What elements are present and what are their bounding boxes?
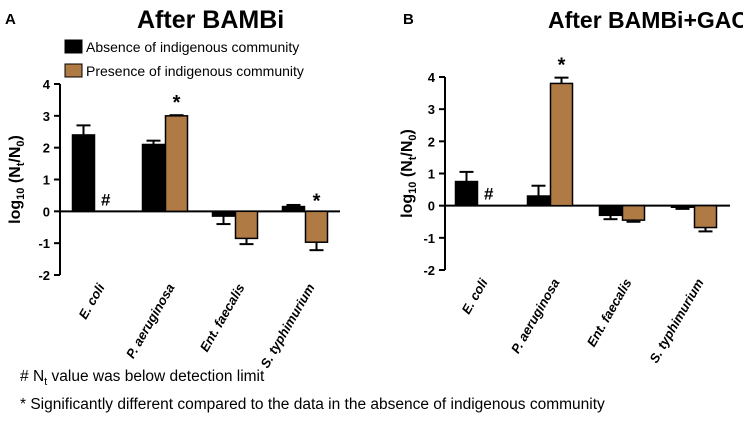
legend-label-presence: Presence of indigenous community [86, 63, 304, 79]
chart-title: After BAMBi [137, 6, 284, 34]
x-tick-label: S. typhimurium [646, 276, 707, 366]
y-axis-label: log10 (Nt/N0) [7, 135, 27, 224]
y-tick-label: 0 [428, 199, 435, 214]
bar-absence [71, 134, 96, 213]
legend-label-absence: Absence of indigenous community [86, 39, 299, 55]
bar-presence [164, 115, 189, 213]
footnote-significance: * Significantly different compared to th… [20, 396, 605, 413]
annotation-hash: # [484, 185, 494, 204]
y-tick-label: 4 [43, 77, 51, 92]
x-tick-label: S. typhimurium [257, 281, 318, 371]
annotation-star: * [173, 92, 181, 114]
chart-panel-b: B After BAMBi+GAC -2 -1 0 1 2 3 4 log10 (Nt/N0) E.… [399, 7, 743, 365]
chart-panel-a: A After BAMBi -2 -1 0 1 2 3 4 log10 (Nt/N0) E. col… [5, 6, 340, 370]
footnote-n-subscript: t [44, 376, 48, 389]
x-tick-label: P. aeruginosa [508, 276, 563, 356]
chart-title: After BAMBi+GAC [548, 7, 743, 33]
y-tick-label: 1 [428, 167, 435, 182]
footnote-detection-text: value was below detection limit [47, 368, 265, 385]
footnote-n: N [32, 368, 45, 385]
legend-swatch-presence [64, 63, 83, 78]
bar-absence [211, 210, 236, 217]
legend-swatch-absence [64, 39, 83, 54]
bar-presence [234, 210, 259, 240]
x-tick-label: Ent. faecalis [584, 276, 635, 349]
legend: Absence of indigenous community Presence … [64, 39, 304, 79]
bar-presence [621, 204, 646, 221]
y-tick-label: 2 [43, 141, 50, 156]
x-tick-label: Ent. faecalis [197, 281, 248, 354]
y-tick-label: 3 [43, 109, 50, 124]
y-tick-label: -2 [38, 268, 50, 283]
bar-presence [549, 82, 574, 207]
bar-presence [304, 210, 329, 243]
x-tick-label: P. aeruginosa [123, 281, 178, 361]
y-tick-label: 3 [428, 102, 435, 117]
y-tick-label: 1 [43, 173, 50, 188]
panel-label: A [5, 11, 16, 28]
footnote-hash-symbol: # [20, 368, 29, 385]
bar-absence [454, 180, 479, 207]
annotation-star: * [313, 190, 321, 212]
y-tick-label: 4 [428, 70, 436, 85]
bar-presence [693, 204, 718, 229]
bar-absence [526, 195, 551, 207]
bar-absence [598, 204, 623, 217]
y-axis-label: log10 (Nt/N0) [399, 129, 419, 218]
y-tick-label: 2 [428, 134, 435, 149]
bar-absence [281, 205, 306, 213]
panel-label: B [403, 11, 414, 28]
footnote-detection-limit: # Nt value was below detection limit [20, 368, 264, 388]
y-tick-label: 0 [43, 204, 50, 219]
y-tick-label: -1 [38, 236, 50, 251]
annotation-hash: # [101, 190, 111, 209]
annotation-star: * [558, 55, 566, 77]
y-tick-label: -1 [423, 231, 435, 246]
x-tick-label: E. coli [75, 281, 107, 322]
y-tick-label: -2 [423, 263, 435, 278]
bar-absence [141, 143, 166, 213]
bar-absence [670, 204, 695, 209]
x-tick-label: E. coli [458, 276, 490, 317]
